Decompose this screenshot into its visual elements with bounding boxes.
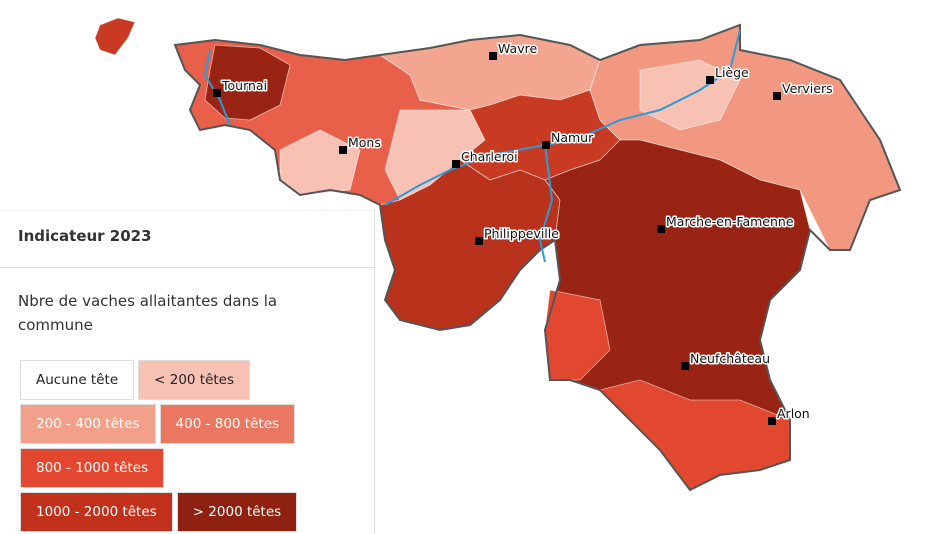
city-label: Philippeville — [484, 226, 559, 241]
city-marker — [773, 92, 781, 100]
city-label: Charleroi — [461, 149, 518, 164]
city-marker — [768, 417, 776, 425]
city-label: Verviers — [782, 81, 833, 96]
legend-class[interactable]: < 200 têtes — [138, 360, 251, 400]
city-marker — [475, 237, 483, 245]
river — [538, 144, 554, 263]
city-marker — [339, 146, 347, 154]
city-marker — [681, 362, 689, 370]
city-label: Namur — [551, 130, 594, 145]
legend-title: Indicateur 2023 — [18, 227, 152, 245]
city-marker — [452, 160, 460, 168]
city-label: Wavre — [498, 41, 537, 56]
legend-class[interactable]: > 2000 têtes — [176, 492, 298, 532]
region — [94, 17, 136, 56]
city-marker — [542, 141, 550, 149]
city-marker — [706, 76, 714, 84]
city-marker — [489, 52, 497, 60]
river — [203, 49, 231, 126]
legend-classes: Aucune tête < 200 têtes 200 - 400 têtes 400… — [20, 360, 320, 532]
border — [173, 23, 902, 492]
separator — [0, 267, 374, 268]
city-marker — [657, 225, 665, 233]
legend-class[interactable]: 800 - 1000 têtes — [20, 448, 165, 488]
legend-class[interactable]: 200 - 400 têtes — [20, 404, 156, 444]
legend-class[interactable]: 1000 - 2000 têtes — [20, 492, 173, 532]
city-label: Neufchâteau — [690, 351, 770, 366]
legend-panel: Indicateur 2023 Nbre de vaches allaitant… — [0, 210, 375, 534]
city-marker — [213, 89, 221, 97]
legend-description: Nbre de vaches allaitantes dans la commu… — [18, 292, 278, 334]
legend-class[interactable]: 400 - 800 têtes — [159, 404, 296, 444]
city-label: Arlon — [777, 406, 810, 421]
city-label: Liège — [715, 65, 749, 80]
city-label: Mons — [348, 135, 381, 150]
legend-class[interactable]: Aucune tête — [20, 360, 135, 400]
city-label: Tournai — [221, 78, 267, 93]
city-label: Marche-en-Famenne — [666, 214, 794, 229]
